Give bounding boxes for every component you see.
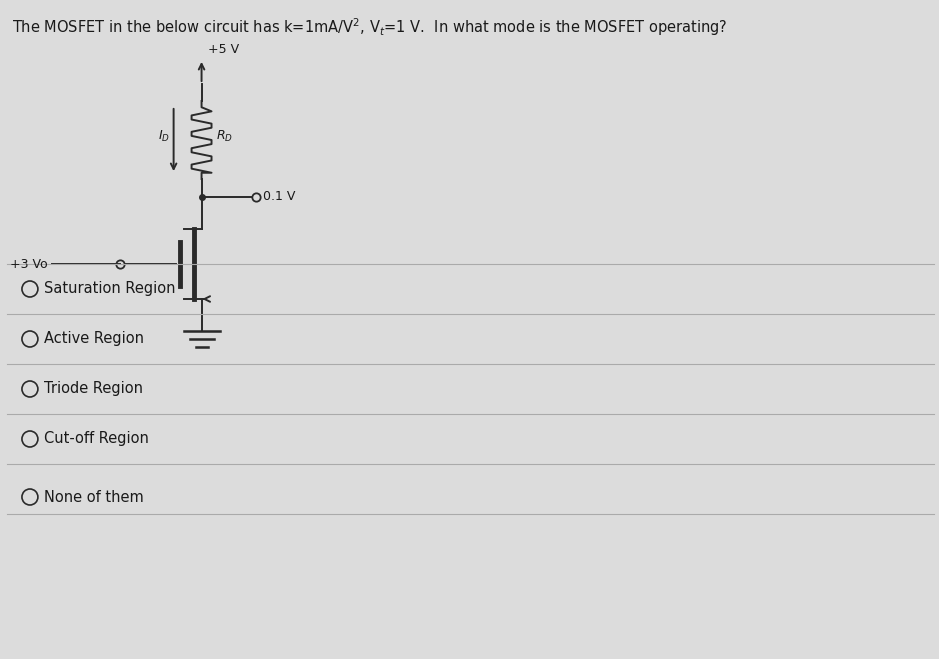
Text: 0.1 V: 0.1 V [264,190,296,204]
Text: +5 V: +5 V [208,43,239,56]
Text: The MOSFET in the below circuit has k=1mA/V$^2$, V$_t$=1 V.  In what mode is the: The MOSFET in the below circuit has k=1m… [12,16,728,38]
Text: Active Region: Active Region [44,331,144,347]
Text: Triode Region: Triode Region [44,382,143,397]
Text: None of them: None of them [44,490,144,505]
Text: Saturation Region: Saturation Region [44,281,176,297]
Text: $R_D$: $R_D$ [216,129,233,144]
Text: $I_D$: $I_D$ [158,129,170,144]
Text: Cut-off Region: Cut-off Region [44,432,148,447]
Text: +3 Vo: +3 Vo [10,258,48,270]
